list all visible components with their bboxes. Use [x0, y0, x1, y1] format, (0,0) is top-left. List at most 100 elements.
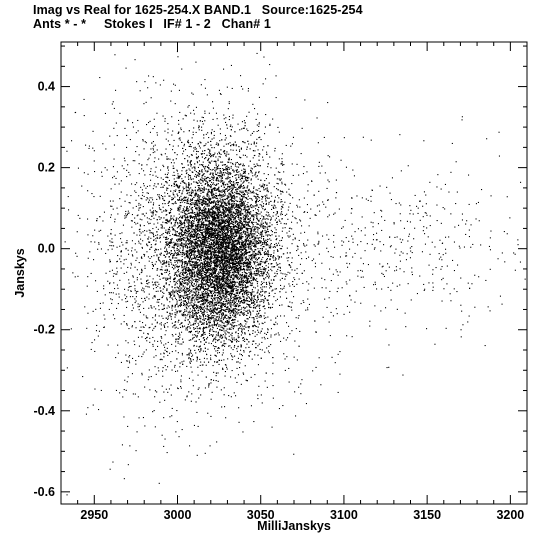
data-point: [250, 247, 252, 249]
data-point: [243, 298, 245, 300]
data-point: [186, 243, 188, 245]
data-point: [189, 217, 191, 219]
data-point: [219, 260, 221, 262]
data-point: [247, 312, 249, 314]
data-point: [255, 279, 257, 281]
data-point: [168, 205, 170, 207]
data-point: [244, 286, 246, 288]
data-point: [173, 248, 175, 250]
data-point: [208, 324, 210, 326]
data-point: [178, 226, 180, 228]
data-point: [252, 325, 254, 327]
data-point: [182, 222, 184, 224]
data-point: [241, 283, 243, 285]
data-point: [236, 214, 238, 216]
data-point: [217, 233, 219, 235]
data-point: [198, 216, 200, 218]
data-point: [244, 175, 246, 177]
data-point: [198, 251, 200, 253]
data-point: [212, 273, 214, 275]
data-point: [178, 206, 180, 208]
data-point: [201, 235, 203, 237]
data-point: [216, 234, 218, 236]
data-point: [229, 294, 231, 296]
data-point: [161, 225, 163, 227]
data-point: [211, 311, 213, 313]
data-point: [207, 302, 209, 304]
data-point: [226, 308, 228, 310]
data-point: [201, 233, 203, 235]
data-point: [281, 211, 283, 213]
data-point: [166, 260, 168, 262]
data-point: [281, 205, 283, 207]
data-point: [173, 228, 175, 230]
data-point: [237, 228, 239, 230]
data-point: [257, 227, 259, 229]
data-point: [178, 275, 180, 277]
data-point: [209, 162, 211, 164]
data-point: [249, 226, 251, 228]
data-point: [149, 209, 151, 211]
data-point: [206, 177, 208, 179]
data-point: [227, 243, 229, 245]
data-point: [218, 250, 220, 252]
data-point: [234, 218, 236, 220]
data-point: [204, 327, 206, 329]
data-point: [207, 348, 209, 350]
chart-title-line-2: Ants * - * Stokes I IF# 1 - 2 Chan# 1: [33, 17, 271, 31]
data-point: [221, 261, 223, 263]
data-point: [239, 301, 241, 303]
data-point: [234, 268, 236, 270]
data-point: [225, 204, 227, 206]
data-point: [194, 309, 196, 311]
data-point: [217, 292, 219, 294]
data-point: [206, 260, 208, 262]
data-point: [192, 297, 194, 299]
data-point: [231, 223, 233, 225]
data-point: [234, 229, 236, 231]
data-point: [213, 259, 215, 261]
data-point: [209, 316, 211, 318]
data-point: [247, 244, 249, 246]
data-point: [164, 269, 166, 271]
data-point: [264, 312, 266, 314]
data-point: [223, 252, 225, 254]
data-point: [199, 321, 201, 323]
data-point: [243, 185, 245, 187]
data-point: [207, 210, 209, 212]
data-point: [202, 329, 204, 331]
data-point: [223, 236, 225, 238]
data-point: [221, 406, 223, 408]
data-point: [252, 252, 254, 254]
data-point: [257, 189, 259, 191]
data-point: [241, 218, 243, 220]
data-point: [198, 211, 200, 213]
data-point: [246, 198, 248, 200]
data-point: [247, 195, 249, 197]
data-point: [127, 249, 129, 251]
data-point: [261, 273, 263, 275]
data-point: [220, 153, 222, 155]
data-point: [223, 238, 225, 240]
data-point: [228, 323, 230, 325]
data-point: [199, 181, 201, 183]
data-point: [152, 268, 154, 270]
data-point: [202, 263, 204, 265]
data-point: [212, 309, 214, 311]
data-point: [227, 298, 229, 300]
data-point: [223, 236, 225, 238]
data-point: [208, 157, 210, 159]
data-point: [218, 296, 220, 298]
data-point: [188, 185, 190, 187]
data-point: [242, 279, 244, 281]
data-point: [257, 270, 259, 272]
data-point: [265, 248, 267, 250]
data-point: [273, 204, 275, 206]
data-point: [225, 291, 227, 293]
data-point: [253, 230, 255, 232]
data-point: [216, 180, 218, 182]
data-point: [242, 254, 244, 256]
data-point: [211, 317, 213, 319]
data-point: [210, 313, 212, 315]
data-point: [259, 261, 261, 263]
